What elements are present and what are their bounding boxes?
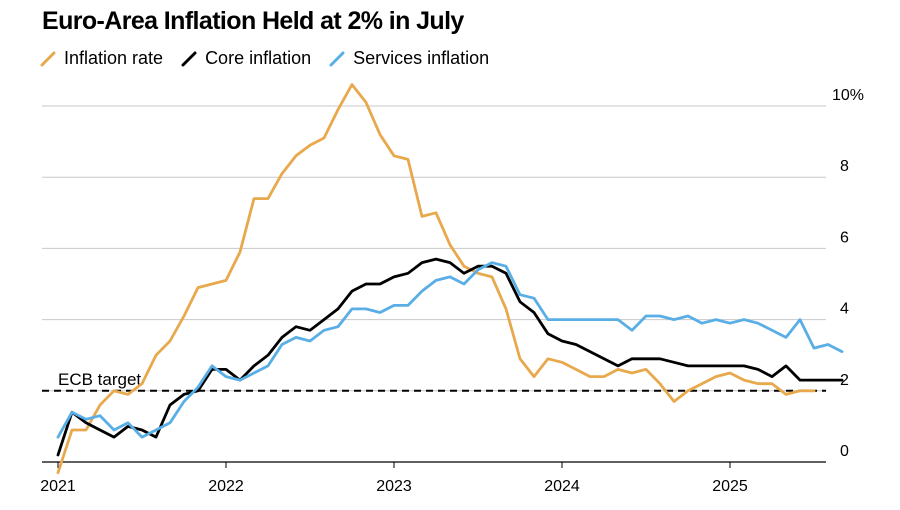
x-tick-label: 2022: [208, 478, 244, 495]
ecb-target-label: ECB target: [58, 370, 141, 389]
legend-item-services-inflation: Services inflation: [329, 48, 489, 69]
y-tick-label: 4: [840, 301, 849, 318]
y-tick-label: 8: [840, 158, 849, 175]
series-line-inflation-rate: [56, 83, 816, 475]
y-tick-label: 6: [840, 229, 849, 246]
x-tick-label: 2021: [40, 478, 76, 495]
legend-item-core-inflation: Core inflation: [181, 48, 311, 69]
series-line-services-inflation: [56, 261, 844, 439]
legend-label-services-inflation: Services inflation: [353, 48, 490, 68]
legend-swatch-core-inflation: [181, 51, 197, 66]
legend-swatch-inflation-rate: [40, 51, 56, 66]
y-tick-label: 10%: [832, 87, 864, 104]
legend: Inflation rate Core inflation Services i…: [40, 48, 489, 69]
x-tick-label: 2023: [376, 478, 412, 495]
y-tick-label: 0: [840, 443, 849, 460]
series-line-core-inflation: [56, 257, 844, 457]
legend-label-core-inflation: Core inflation: [205, 48, 312, 68]
x-tick-label: 2025: [712, 478, 748, 495]
legend-item-inflation-rate: Inflation rate: [40, 48, 163, 69]
x-tick-label: 2024: [544, 478, 580, 495]
y-tick-label: 2: [840, 372, 849, 389]
legend-swatch-services-inflation: [329, 51, 345, 66]
chart-title: Euro-Area Inflation Held at 2% in July: [42, 7, 464, 35]
legend-label-inflation-rate: Inflation rate: [64, 48, 164, 68]
